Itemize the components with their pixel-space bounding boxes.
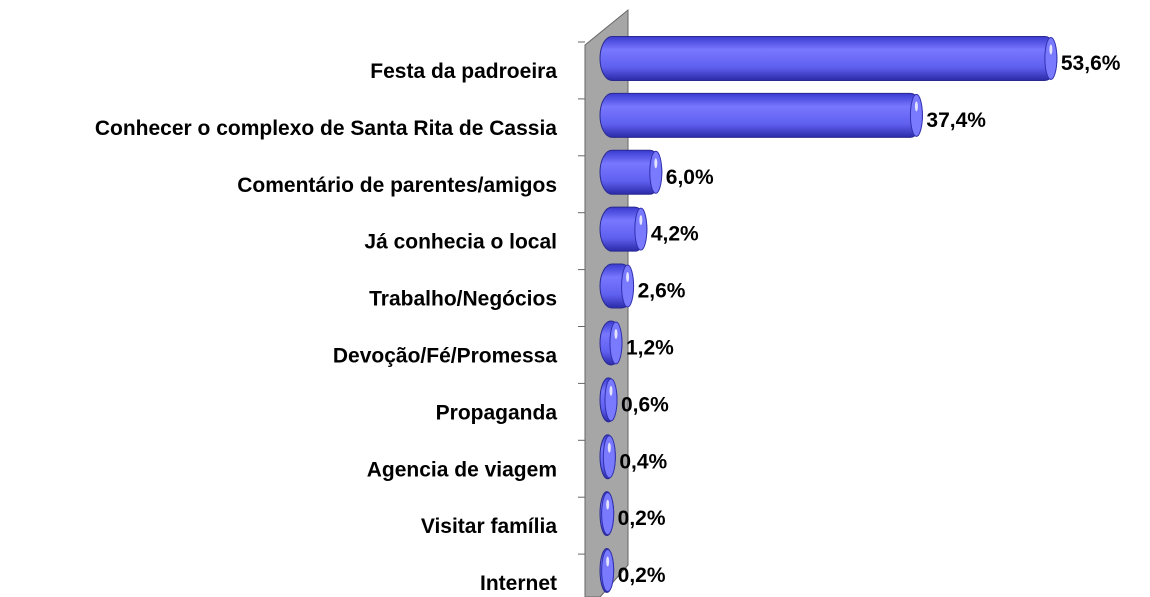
value-label: 1,2% <box>626 336 674 359</box>
bar-cap <box>602 435 616 479</box>
bar <box>599 92 923 138</box>
bar-cap <box>601 492 615 536</box>
bar-highlight <box>614 328 618 339</box>
value-label: 0,2% <box>618 507 666 530</box>
bar-highlight <box>606 499 610 510</box>
category-label: Visitar família <box>421 515 558 538</box>
category-label: Festa da padroeira <box>370 60 557 83</box>
bar-cap <box>1044 36 1058 80</box>
category-label: Trabalho/Negócios <box>369 288 557 311</box>
value-label: 53,6% <box>1061 52 1121 75</box>
category-label: Devoção/Fé/Promessa <box>333 344 557 367</box>
bar <box>599 35 1058 81</box>
category-label: Internet <box>480 572 557 595</box>
bar-cap <box>604 378 618 422</box>
bar-cap <box>649 150 663 194</box>
bar-highlight <box>609 385 613 396</box>
bar-highlight <box>607 442 611 453</box>
bar-highlight <box>654 158 658 169</box>
value-label: 0,2% <box>618 564 666 587</box>
bar-cap <box>634 207 648 251</box>
bar-cap <box>909 93 923 137</box>
bar-highlight <box>639 215 643 226</box>
value-label: 4,2% <box>651 223 699 246</box>
bar-highlight <box>1049 44 1053 55</box>
value-label: 37,4% <box>926 109 986 132</box>
value-label: 0,4% <box>619 450 667 473</box>
value-label: 2,6% <box>638 280 686 303</box>
value-label: 6,0% <box>666 166 714 189</box>
bar-highlight <box>914 101 918 112</box>
category-label: Agencia de viagem <box>367 458 557 481</box>
category-label: Conhecer o complexo de Santa Rita de Cas… <box>95 117 557 140</box>
bar-cap <box>609 321 623 365</box>
value-label: 0,6% <box>621 393 669 416</box>
category-label: Já conhecia o local <box>364 231 557 254</box>
bar-cap <box>601 549 615 593</box>
bar-highlight <box>626 272 630 283</box>
bar-cap <box>621 264 635 308</box>
category-label: Propaganda <box>436 401 558 424</box>
category-label: Comentário de parentes/amigos <box>237 174 557 197</box>
bar-highlight <box>606 556 610 567</box>
